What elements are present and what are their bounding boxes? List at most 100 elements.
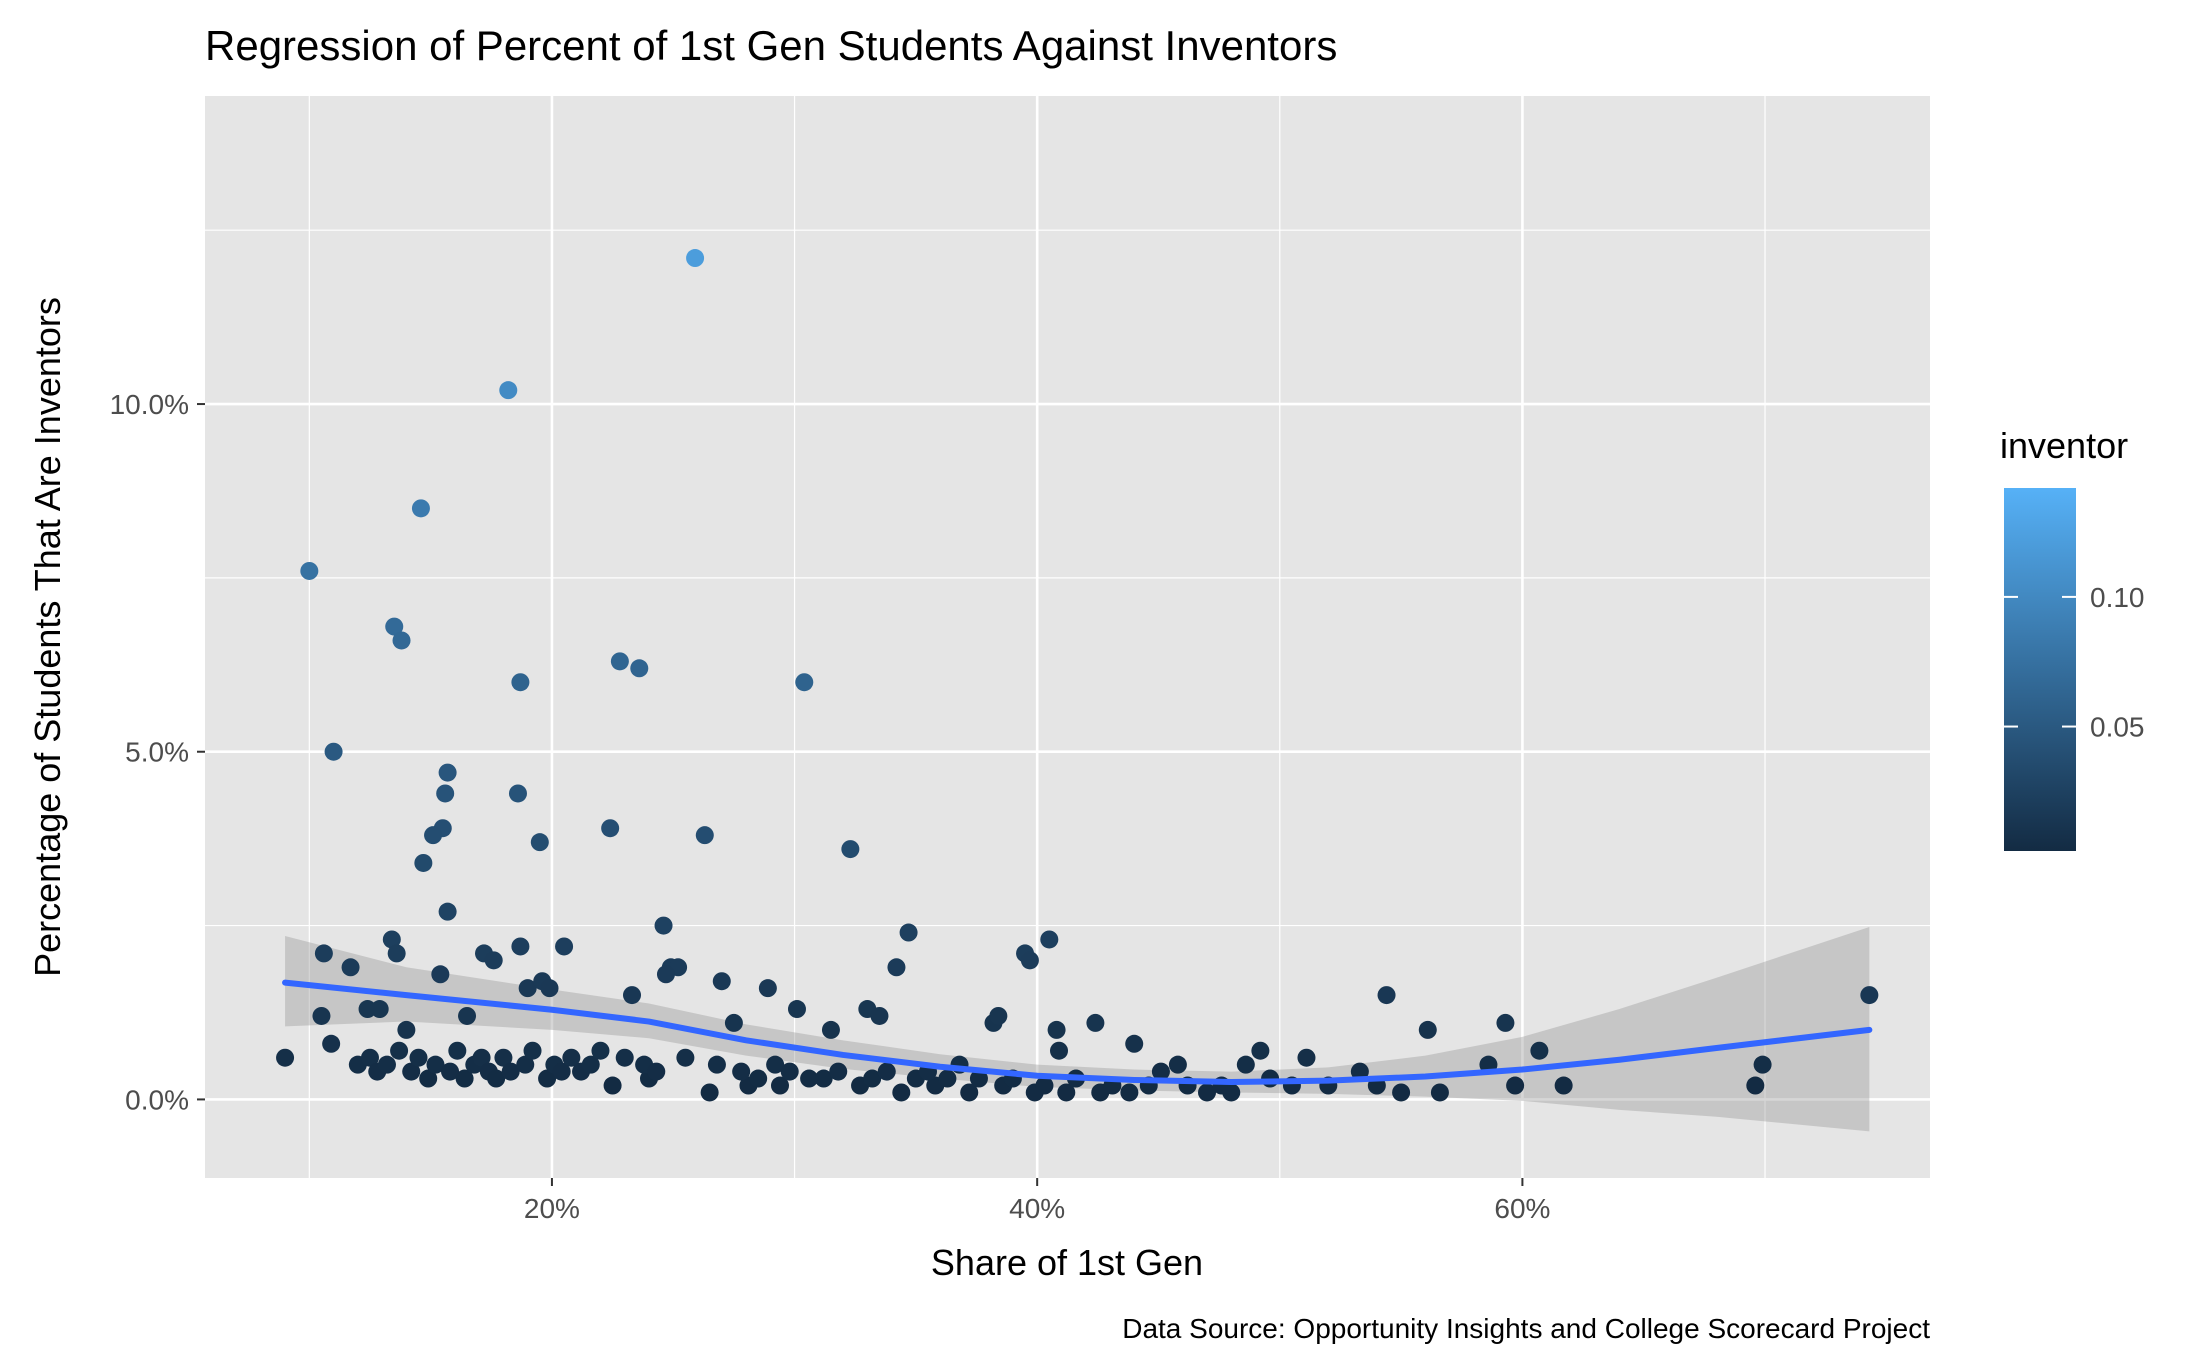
data-point-18 [530,833,549,852]
data-point-10 [324,742,343,761]
legend-colorbar [2004,488,2076,851]
data-point-109 [441,1062,460,1081]
data-point-12 [436,784,455,803]
x-axis-title: Share of 1st Gen [931,1242,1203,1283]
data-point-20 [414,853,433,872]
data-point-14 [601,819,620,838]
data-point-88 [771,1076,789,1095]
confidence-ribbon-group [285,926,1870,1132]
data-point-36 [431,965,450,984]
data-point-58 [397,1020,416,1039]
data-point-146 [1035,1076,1054,1095]
data-point-138 [863,1069,882,1088]
data-point-67 [1050,1041,1069,1060]
data-point-77 [1554,1076,1573,1095]
chart-title: Regression of Percent of 1st Gen Student… [205,22,1337,69]
data-point-83 [1198,1083,1217,1102]
data-point-142 [938,1069,957,1088]
data-point-119 [523,1041,542,1060]
data-point-115 [487,1069,506,1088]
data-point-106 [409,1048,428,1067]
y-axis-ticks: 0.0% 5.0% 10.0% [110,389,205,1115]
data-point-80 [1430,1083,1449,1102]
data-point-3 [300,561,319,580]
data-point-56 [1086,1013,1105,1032]
data-point-71 [1297,1048,1316,1067]
data-point-125 [581,1055,600,1074]
data-point-136 [800,1069,819,1088]
data-point-13 [508,784,527,803]
data-point-5 [392,631,411,650]
data-point-129 [647,1062,666,1081]
legend-tick-label-0: 0.05 [2090,712,2145,743]
data-point-76 [1236,1055,1255,1074]
data-point-26 [314,944,333,963]
data-point-74 [1151,1062,1170,1081]
data-point-1 [499,381,518,400]
data-point-69 [1753,1055,1772,1074]
data-point-104 [390,1041,409,1060]
confidence-ribbon [285,926,1870,1132]
data-point-66 [1530,1041,1549,1060]
data-point-50 [870,1006,889,1025]
data-point-105 [402,1062,421,1081]
x-tick-label-0: 20% [524,1193,580,1224]
data-point-65 [322,1034,341,1053]
x-axis-ticks: 20% 40% 60% [524,1178,1550,1224]
data-point-120 [538,1069,557,1088]
data-point-113 [472,1048,491,1067]
data-point-41 [518,979,537,998]
data-point-126 [591,1041,610,1060]
data-point-34 [887,958,906,977]
data-point-139 [877,1062,896,1081]
data-point-16 [424,826,443,845]
data-point-46 [1377,986,1396,1005]
y-tick-label-1: 5.0% [125,737,189,768]
data-point-52 [358,1000,377,1019]
data-point-127 [615,1048,634,1067]
data-point-43 [540,979,559,998]
data-point-17 [695,826,714,845]
data-point-45 [623,986,642,1005]
data-point-23 [899,923,918,942]
data-point-81 [1392,1083,1411,1102]
data-point-64 [821,1020,840,1039]
data-point-47 [1860,986,1879,1005]
data-point-101 [360,1048,379,1067]
data-point-39 [656,965,675,984]
x-tick-label-1: 40% [1009,1193,1065,1224]
data-point-70 [276,1048,295,1067]
data-point-135 [780,1062,799,1081]
y-axis-title: Percentage of Students That Are Inventor… [27,297,68,977]
data-point-8 [511,673,530,692]
data-point-131 [707,1055,726,1074]
data-point-111 [455,1069,474,1088]
data-point-62 [1418,1020,1437,1039]
data-point-24 [382,930,401,949]
data-point-123 [562,1048,581,1067]
data-point-133 [749,1069,768,1088]
data-point-59 [724,1013,743,1032]
data-point-86 [700,1083,719,1102]
data-point-93 [960,1083,979,1102]
plot-panel [205,96,1930,1178]
data-point-134 [766,1055,785,1074]
data-point-72 [1251,1041,1270,1060]
data-point-116 [494,1048,513,1067]
data-point-28 [511,937,530,956]
data-point-85 [603,1076,622,1095]
data-point-130 [676,1048,695,1067]
data-point-73 [1168,1055,1187,1074]
chart-caption: Data Source: Opportunity Insights and Co… [1122,1313,1930,1344]
data-point-96 [1057,1083,1076,1102]
data-point-89 [814,1069,833,1088]
data-point-63 [1125,1034,1144,1053]
data-point-7 [630,659,649,678]
data-point-11 [438,763,457,782]
data-point-19 [841,840,860,859]
data-point-2 [411,499,430,518]
data-point-60 [458,1006,477,1025]
data-point-98 [1120,1083,1139,1102]
data-point-9 [795,673,814,692]
